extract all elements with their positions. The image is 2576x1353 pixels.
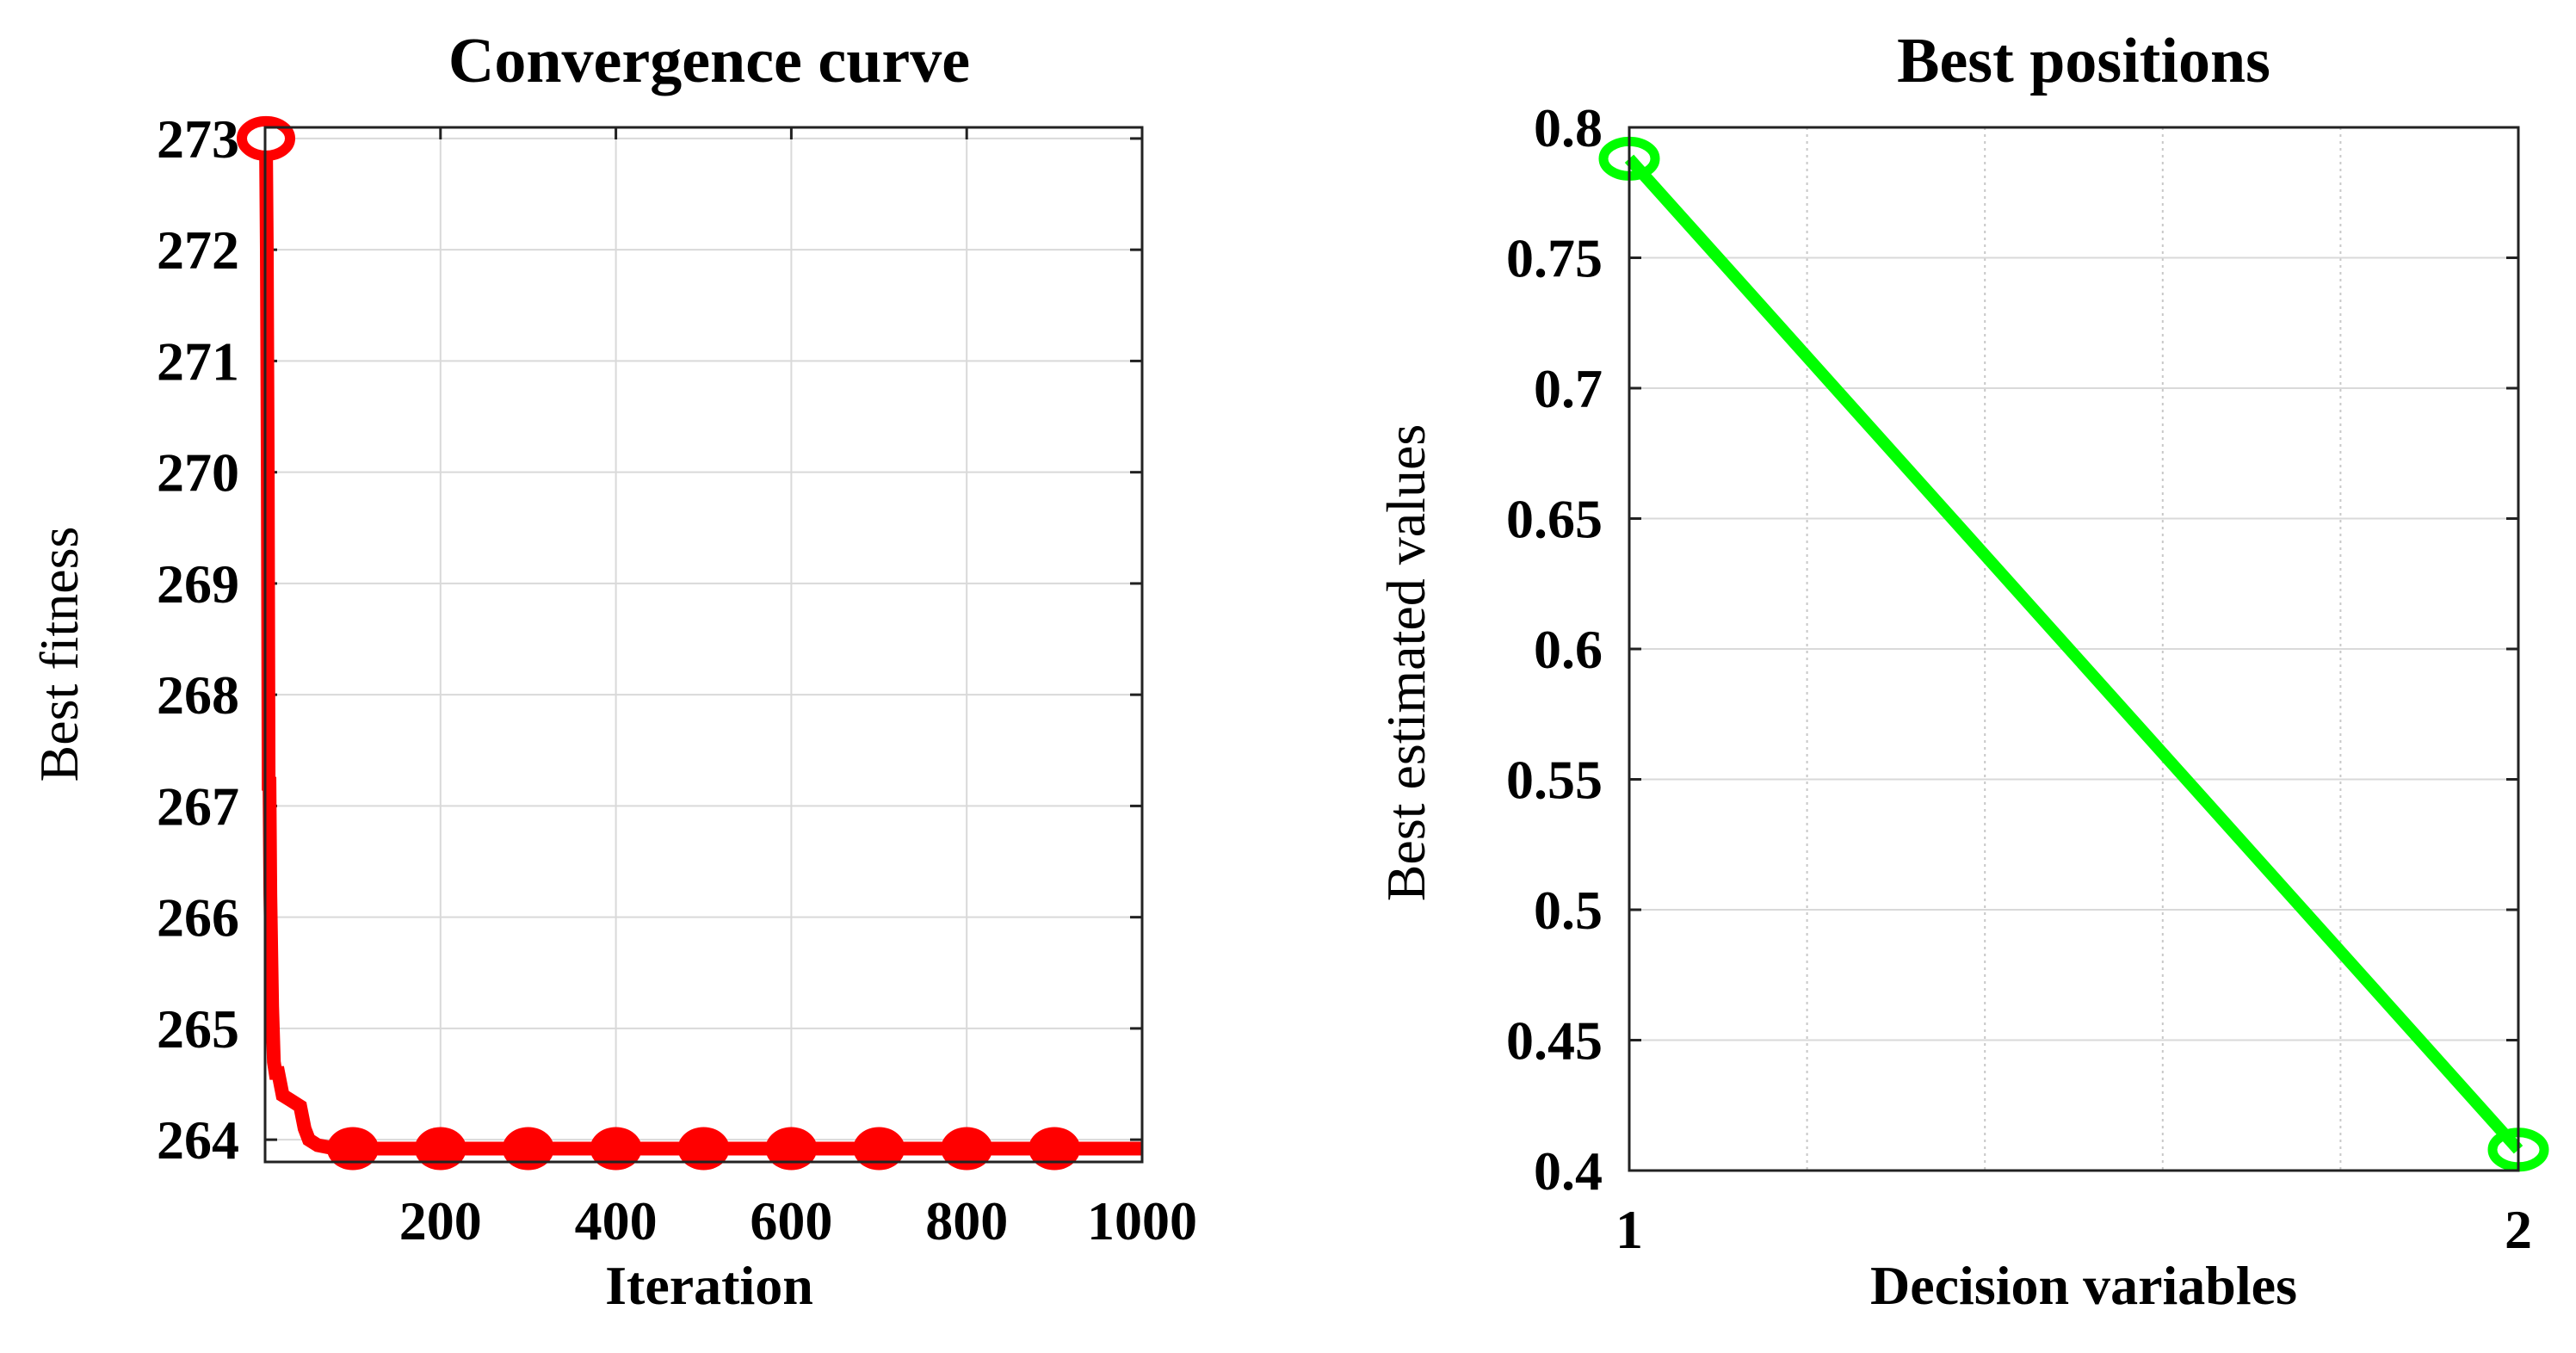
positions-xtick-label: 1 xyxy=(1615,1199,1643,1260)
convergence-xtick-label: 800 xyxy=(925,1190,1008,1251)
positions-ytick-label: 0.65 xyxy=(1506,489,1603,550)
positions-chart-title: Best positions xyxy=(1897,26,2270,96)
convergence-xtick-label: 1000 xyxy=(1087,1190,1197,1251)
convergence-series-line xyxy=(259,138,1142,1156)
convergence-ytick-label: 264 xyxy=(157,1109,239,1171)
convergence-ytick-label: 265 xyxy=(157,998,239,1060)
convergence-data-point xyxy=(1029,1127,1081,1171)
convergence-y-axis-label: Best fitness xyxy=(28,527,90,782)
positions-ytick-label: 0.5 xyxy=(1534,880,1603,941)
positions-ytick-label: 0.45 xyxy=(1506,1010,1603,1072)
convergence-ytick-label: 269 xyxy=(157,553,239,615)
positions-chart: Best positions 1 2 0.4 0.45 0.5 0.55 0.6 0.65 0.… xyxy=(1375,26,2549,1316)
convergence-series xyxy=(237,115,1142,1171)
convergence-x-axis-label: Iteration xyxy=(605,1255,813,1316)
convergence-data-point xyxy=(853,1127,905,1171)
convergence-ytick-label: 268 xyxy=(157,664,239,726)
positions-ytick-label: 0.6 xyxy=(1534,619,1603,680)
convergence-chart: Convergence curve 200 400 600 800 1000 264 265… xyxy=(28,26,1197,1316)
convergence-ytick-label: 267 xyxy=(157,775,239,837)
positions-xtick-label: 2 xyxy=(2505,1199,2532,1260)
convergence-ytick-label: 273 xyxy=(157,108,239,170)
convergence-data-point xyxy=(502,1127,554,1171)
positions-axes-box xyxy=(1628,126,2520,1172)
positions-ytick-label: 0.75 xyxy=(1506,228,1603,289)
convergence-chart-title: Convergence curve xyxy=(448,26,970,96)
positions-ytick-label: 0.55 xyxy=(1506,750,1603,811)
convergence-ytick-label: 271 xyxy=(157,331,239,392)
convergence-data-point xyxy=(765,1127,818,1171)
convergence-grid xyxy=(265,127,1143,1162)
convergence-ytick-label: 266 xyxy=(157,887,239,948)
convergence-ytick-label: 272 xyxy=(157,219,239,281)
convergence-data-point xyxy=(941,1127,993,1171)
convergence-xtick-label: 400 xyxy=(575,1190,658,1251)
convergence-xtick-label: 200 xyxy=(399,1190,482,1251)
positions-ytick-label: 0.4 xyxy=(1534,1140,1603,1202)
positions-series-line xyxy=(1624,154,2523,1154)
convergence-data-point xyxy=(590,1127,642,1171)
convergence-ticks: 200 400 600 800 1000 264 265 266 267 268 269 270 271… xyxy=(157,108,1197,1251)
positions-x-axis-label: Decision variables xyxy=(1870,1255,2297,1316)
positions-series xyxy=(1598,136,2549,1172)
convergence-ytick-label: 270 xyxy=(157,442,239,504)
positions-ytick-label: 0.7 xyxy=(1534,358,1603,419)
convergence-xtick-label: 600 xyxy=(750,1190,832,1251)
convergence-axes-box xyxy=(263,126,1144,1164)
convergence-data-point xyxy=(414,1127,466,1171)
convergence-data-point xyxy=(677,1127,730,1171)
positions-ytick-label: 0.8 xyxy=(1534,97,1603,158)
positions-ticks: 1 2 0.4 0.45 0.5 0.55 0.6 0.65 0.7 0.75 0.8 xyxy=(1506,97,2532,1260)
convergence-data-point xyxy=(326,1127,379,1171)
positions-y-axis-label: Best estimated values xyxy=(1375,424,1436,902)
